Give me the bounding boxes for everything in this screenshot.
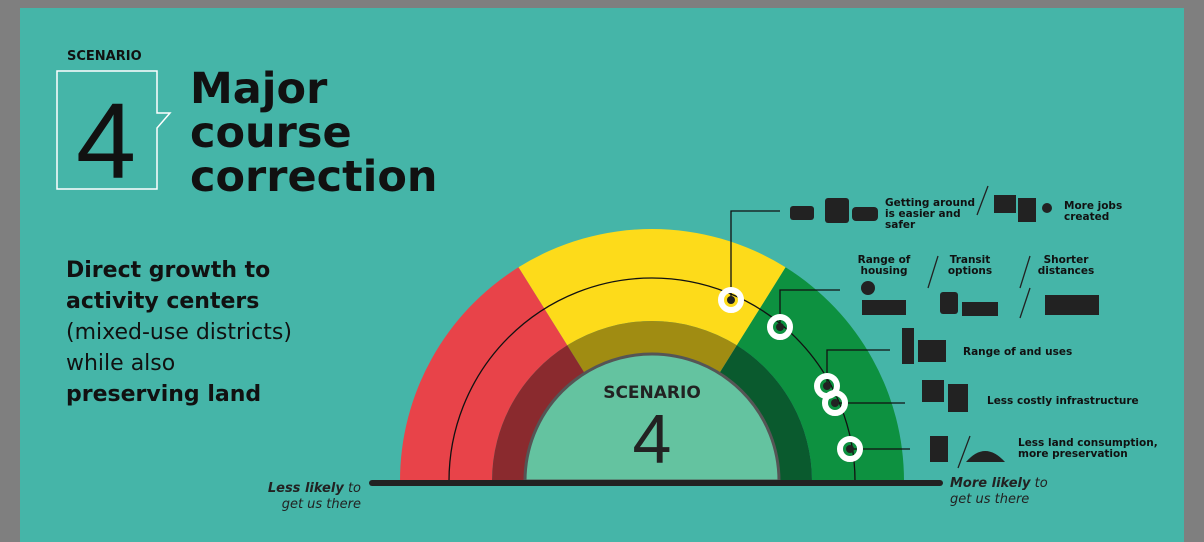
outcome-label: Transit (950, 254, 991, 266)
marker-ring (822, 390, 848, 416)
eyebrow: SCENARIO (67, 49, 142, 64)
leader-line (730, 210, 780, 300)
outcome-label: More jobs (1064, 200, 1122, 212)
marker-ring (767, 314, 793, 340)
more-likely-line2: get us there (950, 492, 1029, 507)
outcome-label: options (948, 265, 992, 277)
marker-dot (776, 323, 784, 331)
icons (790, 195, 1099, 462)
scenario-number: 4 (76, 80, 136, 201)
marker-dot (727, 296, 735, 304)
outcome-label: Getting around (885, 197, 975, 209)
title-line: correction (190, 152, 438, 202)
outcome-label: more preservation (1018, 448, 1128, 460)
outcome-label: distances (1038, 265, 1095, 277)
separators (927, 185, 1031, 469)
gauge-arc (448, 277, 856, 482)
more-likely: More likely to (950, 476, 1048, 491)
outcome-label: Range of (858, 254, 911, 266)
outcome-label: Range of and uses (963, 346, 1072, 358)
less-likely-rest: to (348, 481, 361, 496)
marker-ring (837, 436, 863, 462)
less-likely: Less likely to (268, 481, 361, 496)
description-line: while also (66, 351, 175, 376)
description-line: preserving land (66, 382, 261, 407)
outcome-label: safer (885, 219, 916, 231)
marker-ring (718, 287, 744, 313)
marker-dot (831, 399, 839, 407)
gauge-segment (719, 345, 812, 481)
outcome-label: housing (860, 265, 907, 277)
description-line: (mixed-use districts) (66, 320, 292, 345)
marker-dot (823, 382, 831, 390)
gauge-label: SCENARIO (603, 383, 701, 403)
outcome-label: Less land consumption, (1018, 437, 1158, 449)
gauge-number: 4 (633, 400, 672, 478)
less-likely-line2: get us there (282, 497, 361, 512)
less-likely-emphasis: Less likely (268, 481, 344, 496)
description-line: activity centers (66, 289, 259, 314)
description-line: Direct growth to (66, 258, 270, 283)
description: Direct growth to activity centers (mixed-u… (66, 258, 292, 407)
outcome-label: created (1064, 211, 1109, 223)
gauge-segment (492, 345, 585, 481)
title-line: course (190, 108, 352, 158)
marker-dot (846, 445, 854, 453)
outcome-label: Less costly infrastructure (987, 395, 1139, 407)
outcome-label: Shorter (1044, 254, 1090, 266)
title-line: Major (190, 64, 328, 114)
gauge-segment (518, 228, 786, 346)
more-likely-rest: to (1035, 476, 1048, 491)
gauge (369, 210, 943, 486)
more-likely-emphasis: More likely (950, 476, 1031, 491)
gauge-segment (736, 267, 905, 481)
number-box (56, 70, 172, 190)
gauge-center (523, 352, 781, 483)
gauge-segment (400, 267, 568, 481)
outcome-label: is easier and (885, 208, 961, 220)
